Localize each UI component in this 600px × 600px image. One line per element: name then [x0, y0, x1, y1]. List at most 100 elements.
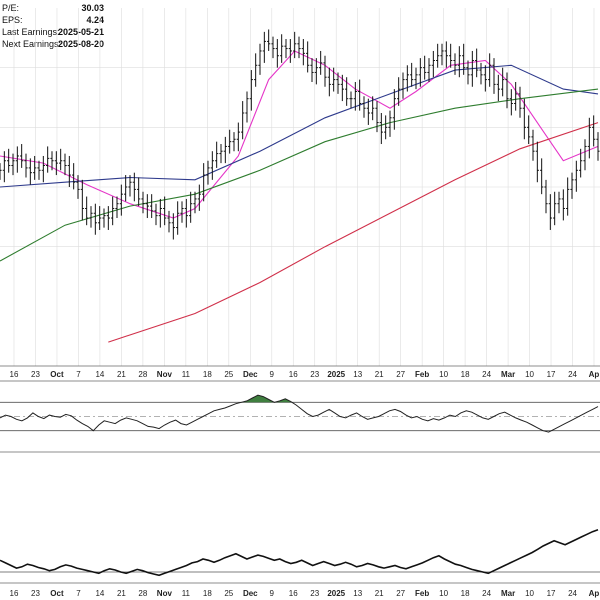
x-tick-label: Feb	[415, 370, 429, 379]
x-tick-label: 24	[568, 589, 577, 598]
ohlc-bar	[345, 77, 349, 106]
ohlc-bar	[72, 163, 76, 190]
ohlc-bar	[2, 151, 6, 183]
ohlc-bar	[323, 55, 327, 87]
x-tick-label: 13	[353, 370, 362, 379]
ohlc-bar	[215, 141, 219, 168]
ohlc-bar	[236, 122, 240, 152]
ohlc-bar	[418, 58, 422, 87]
ohlc-bar	[132, 172, 136, 202]
eps-value: 4.24	[86, 15, 104, 25]
ohlc-bar	[80, 179, 84, 221]
x-tick-label: 7	[76, 370, 81, 379]
last-earnings-label: Last Earnings:	[2, 27, 60, 37]
x-tick-label: 13	[353, 589, 362, 598]
pe-value: 30.03	[81, 3, 104, 13]
ohlc-bar	[366, 98, 370, 125]
ohlc-bar	[163, 196, 167, 226]
x-tick-label: Ap	[589, 589, 600, 598]
ohlc-bar	[137, 177, 141, 207]
x-tick-label: 7	[76, 589, 81, 598]
moving-average-ma-long	[0, 88, 599, 262]
ohlc-bar	[271, 36, 275, 59]
x-tick-label: 25	[224, 589, 233, 598]
ohlc-bar	[479, 62, 483, 85]
ohlc-bar	[423, 55, 427, 80]
x-tick-label: Oct	[50, 589, 64, 598]
ohlc-bar	[0, 163, 2, 180]
ohlc-bar	[301, 39, 305, 66]
ohlc-bar	[457, 46, 461, 78]
x-tick-label: 10	[525, 589, 534, 598]
ohlc-bar	[319, 50, 323, 75]
ohlc-bar	[522, 98, 526, 140]
ohlc-bar	[397, 77, 401, 106]
price-x-axis: 16 23 Oct 7 14 21 28 Nov 11 18 25 Dec 9 16 23 2025 13 21 2…	[10, 370, 600, 379]
x-tick-label: 18	[203, 589, 212, 598]
x-tick-label: 2025	[327, 370, 345, 379]
x-tick-label: 11	[182, 589, 191, 598]
ohlc-bar	[171, 213, 175, 240]
ohlc-bar	[570, 172, 574, 199]
x-tick-label: 24	[568, 370, 577, 379]
ohlc-bar	[202, 163, 206, 202]
ohlc-bar	[11, 153, 15, 176]
x-tick-label: 23	[310, 370, 319, 379]
ohlc-bar	[349, 91, 353, 109]
ohlc-bar	[392, 89, 396, 130]
ohlc-bar	[254, 53, 258, 87]
ohlc-bar	[514, 81, 518, 111]
ohlc-bar	[41, 155, 45, 183]
ohlc-bar	[59, 148, 63, 171]
ohlc-bar	[483, 65, 487, 92]
ohlc-bar	[141, 191, 145, 214]
ohlc-bar	[241, 101, 245, 140]
x-tick-label: 17	[547, 589, 556, 598]
ohlc-bar	[232, 132, 236, 152]
ohlc-bar	[449, 43, 453, 68]
ohlc-bar	[362, 96, 366, 118]
ohlc-bar	[54, 151, 58, 176]
ohlc-bar	[150, 194, 154, 219]
ohlc-bar	[245, 91, 249, 123]
x-tick-label: 23	[31, 589, 40, 598]
ohlc-bar	[453, 53, 457, 75]
x-tick-label: 14	[95, 589, 104, 598]
ohlc-bar	[566, 177, 570, 216]
x-tick-label: 21	[375, 370, 384, 379]
ohlc-bar	[228, 129, 232, 154]
ohlc-bar	[193, 191, 197, 214]
x-tick-label: 28	[138, 589, 147, 598]
x-tick-label: 10	[439, 370, 448, 379]
ohlc-bar	[267, 29, 271, 51]
ohlc-bar	[189, 191, 193, 223]
ohlc-bar	[50, 151, 54, 171]
x-tick-label: 17	[547, 370, 556, 379]
ohlc-bar	[206, 160, 210, 185]
ohlc-bar	[102, 208, 106, 228]
ohlc-bar	[327, 67, 331, 97]
ohlc-bar	[167, 210, 171, 233]
ohlc-bar	[358, 79, 362, 111]
x-tick-label: 27	[396, 370, 405, 379]
ohlc-bar	[115, 196, 119, 219]
moving-average-ma-mid	[0, 64, 599, 188]
ohlc-bar	[180, 201, 184, 223]
ohlc-bar	[492, 58, 496, 94]
ohlc-bar	[384, 115, 388, 140]
ohlc-bar	[111, 196, 115, 226]
ohlc-bar	[37, 160, 41, 180]
ohlc-bar	[535, 141, 539, 183]
ohlc-bar	[15, 146, 19, 173]
ohlc-bar	[314, 58, 318, 85]
ohlc-bar	[284, 39, 288, 59]
ohlc-bar	[332, 67, 336, 92]
ohlc-bar	[544, 179, 548, 214]
next-earnings-value: 2025-08-20	[58, 39, 104, 49]
ohlc-bar	[414, 67, 418, 90]
overbought-fill	[241, 395, 291, 403]
price-panel	[0, 8, 600, 367]
ohlc-bar	[249, 70, 253, 111]
x-tick-label: Oct	[50, 370, 64, 379]
